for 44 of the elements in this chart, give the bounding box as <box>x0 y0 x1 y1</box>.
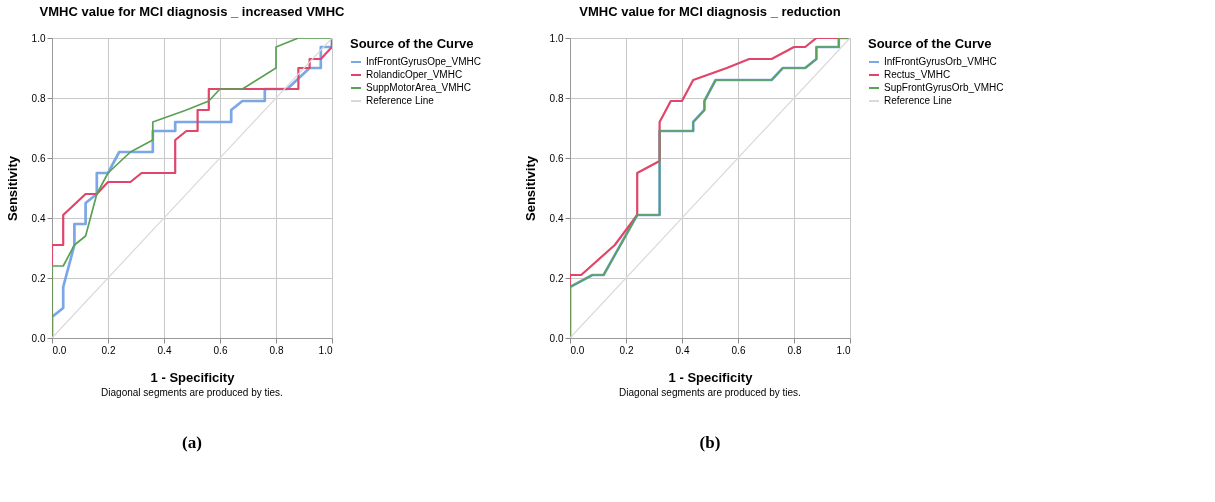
y-tick-label: 0.6 <box>31 152 46 164</box>
y-tick-label: 0.0 <box>31 332 46 344</box>
legend-label: SuppMotorArea_VMHC <box>366 82 472 93</box>
legend-title: Source of the Curve <box>868 36 992 51</box>
legend-label: SupFrontGyrusOrb_VMHC <box>884 82 1004 93</box>
x-tick-label: 1.0 <box>836 344 851 356</box>
x-axis-title: 1 - Specificity <box>668 369 754 385</box>
legend-label: InfFrontGyrusOpe_VMHC <box>366 56 482 67</box>
text: (a) <box>182 433 202 452</box>
x-tick-label: 0.6 <box>731 344 746 356</box>
x-tick-label: 0.0 <box>52 344 67 356</box>
chart-title: VMHC value for MCI diagnosis _ increased VMHC <box>39 4 346 19</box>
y-tick-label: 0.2 <box>31 272 46 284</box>
text: Diagonal segments are produced by ties. <box>101 387 283 398</box>
legend-title: Source of the Curve <box>350 36 474 51</box>
x-tick-label: 1.0 <box>318 344 333 356</box>
chart-title: VMHC value for MCI diagnosis _ reduction <box>579 4 841 19</box>
y-tick-label: 0.4 <box>31 212 46 224</box>
y-tick-label: 1.0 <box>549 32 564 44</box>
y-tick-label: 0.8 <box>549 92 564 104</box>
x-tick-label: 0.8 <box>787 344 802 356</box>
x-tick-label: 0.2 <box>101 344 116 356</box>
y-tick-label: 0.4 <box>549 212 564 224</box>
x-tick-label: 0.8 <box>269 344 284 356</box>
legend-label: Reference Line <box>366 95 435 106</box>
y-tick-label: 0.8 <box>31 92 46 104</box>
y-tick-label: 0.0 <box>549 332 564 344</box>
y-tick-label: 1.0 <box>31 32 46 44</box>
legend-label: Reference Line <box>884 95 953 106</box>
text: Diagonal segments are produced by ties. <box>619 387 801 398</box>
legend-label: Rectus_VMHC <box>884 69 951 80</box>
x-tick-label: 0.6 <box>213 344 228 356</box>
legend-label: RolandicOper_VMHC <box>366 69 463 80</box>
legend-label: InfFrontGyrusOrb_VMHC <box>884 56 997 67</box>
y-tick-label: 0.2 <box>549 272 564 284</box>
text: (b) <box>699 433 721 452</box>
x-axis-title: 1 - Specificity <box>150 369 236 385</box>
x-tick-label: 0.4 <box>157 344 172 356</box>
y-tick-label: 0.6 <box>549 152 564 164</box>
x-tick-label: 0.2 <box>619 344 634 356</box>
x-tick-label: 0.0 <box>570 344 585 356</box>
y-axis-title: Sensitivity <box>522 155 538 222</box>
x-tick-label: 0.4 <box>675 344 690 356</box>
y-axis-title: Sensitivity <box>4 155 20 222</box>
